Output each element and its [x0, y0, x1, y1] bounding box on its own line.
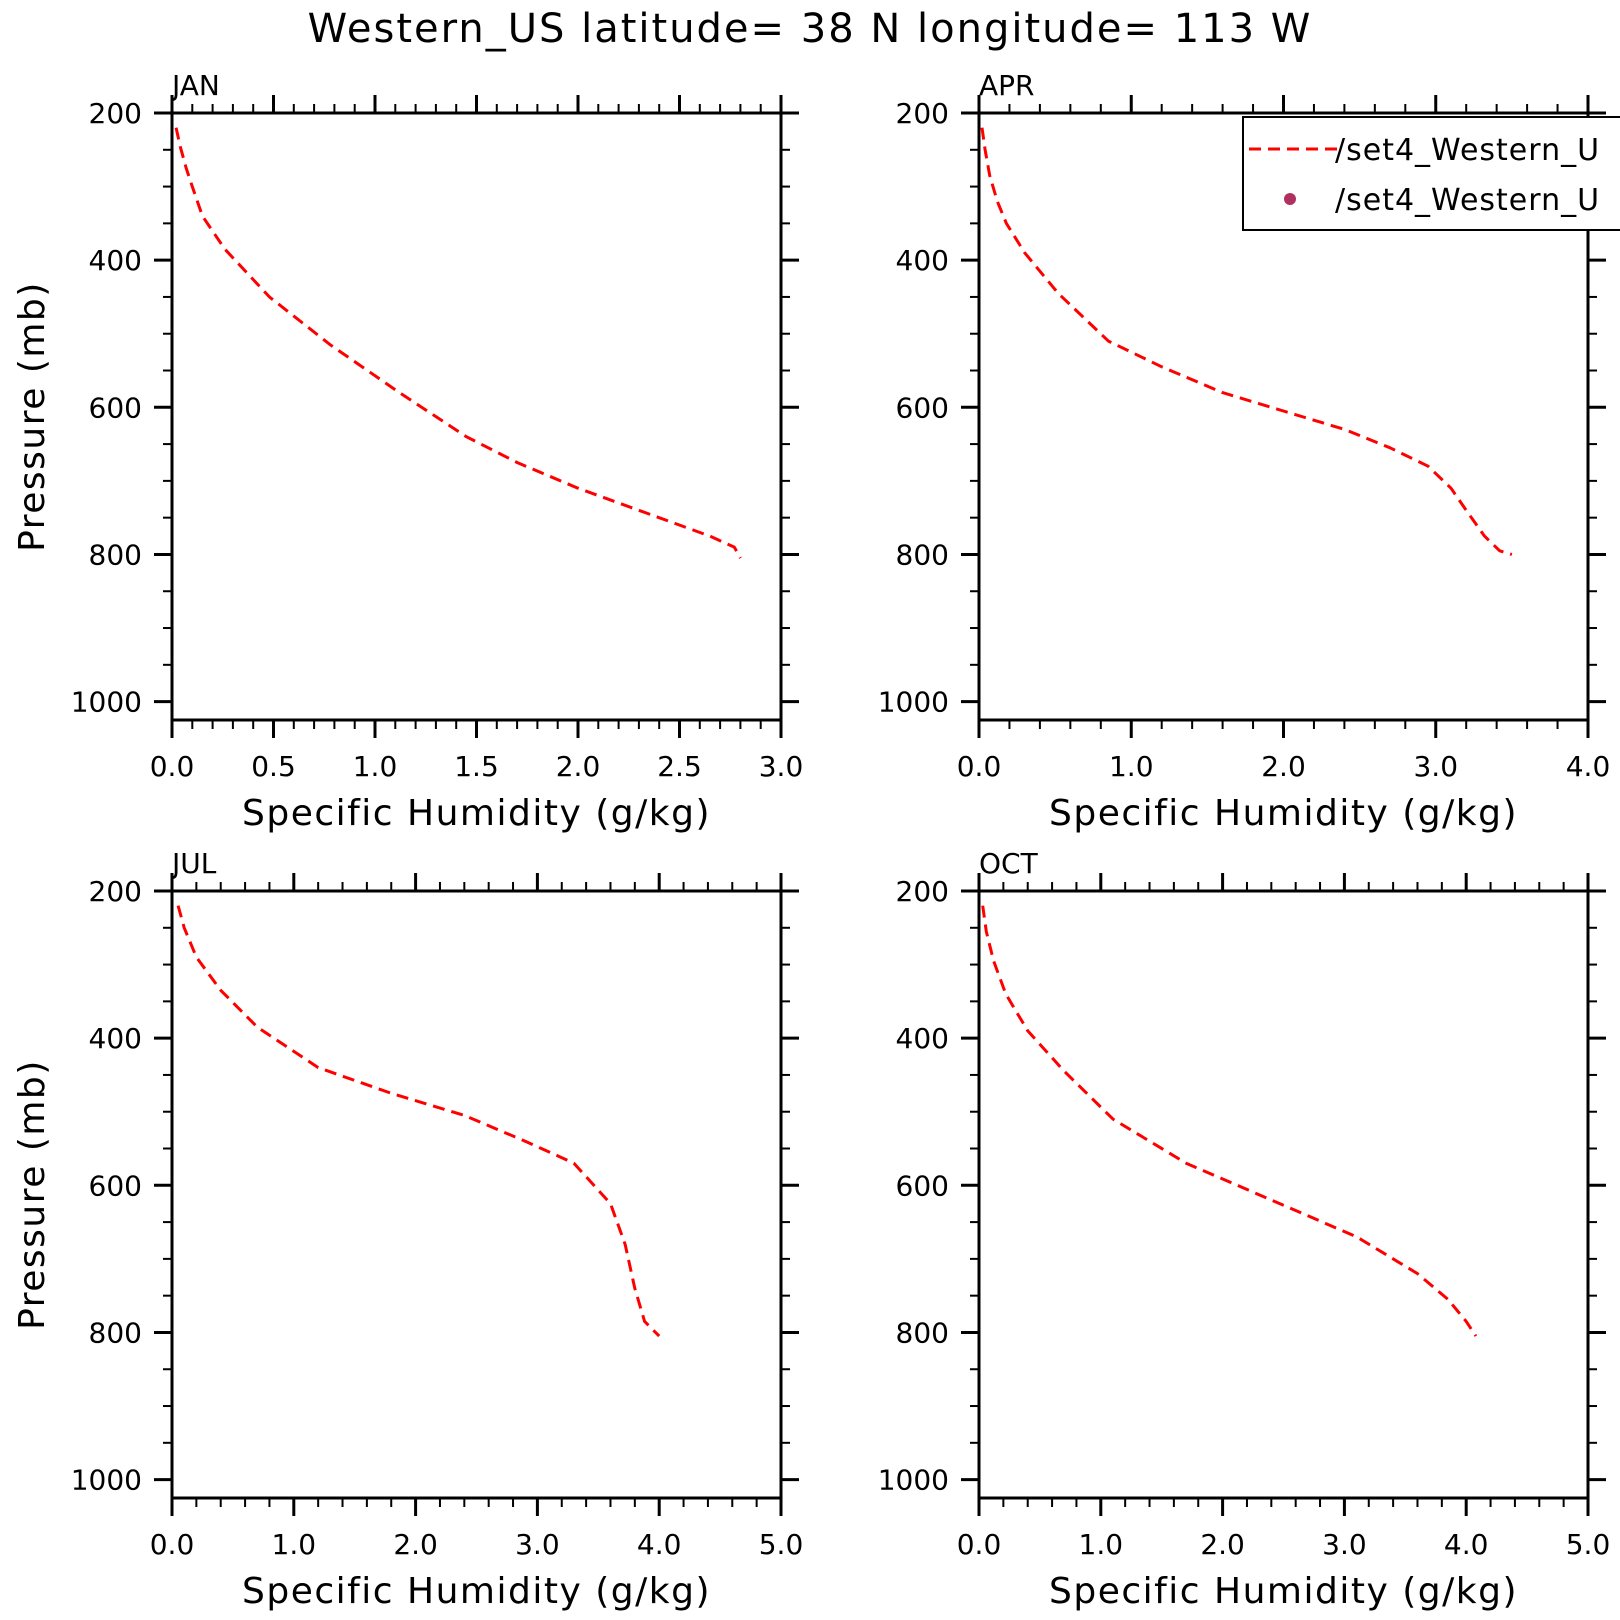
- legend-dot-swatch: [1284, 193, 1296, 205]
- plot-frame: [170, 889, 783, 1500]
- panel-jan: 0.0 0.5 1.0 1.5 2.0 2.5 3.0 200 400 600 800 1000 JAN…: [12, 69, 803, 834]
- x-tick-label: 1.0: [1079, 1528, 1124, 1561]
- x-tick-label: 3.0: [1413, 750, 1458, 783]
- y-tick-label: 800: [896, 1316, 949, 1349]
- x-tick-label: 2.0: [1261, 750, 1306, 783]
- series-line: [981, 905, 1478, 1337]
- panel-jul: 0.0 1.0 2.0 3.0 4.0 5.0 200 400 600 800 1000 JUL Spe…: [12, 847, 803, 1612]
- x-tick-label: 1.0: [1109, 750, 1154, 783]
- y-tick-label: 600: [89, 1169, 142, 1202]
- x-axis-label: Specific Humidity (g/kg): [1049, 793, 1518, 834]
- figure-title: Western_US latitude= 38 N longitude= 113…: [308, 6, 1313, 52]
- y-tick-label: 800: [896, 538, 949, 571]
- y-tick-label: 600: [89, 391, 142, 424]
- y-tick-label: 800: [89, 1316, 142, 1349]
- panel-title: JUL: [170, 847, 217, 880]
- x-tick-label: 3.0: [759, 750, 804, 783]
- x-tick-label: 1.0: [272, 1528, 317, 1561]
- y-tick-label: 400: [89, 244, 142, 277]
- panel-title: APR: [979, 69, 1035, 102]
- y-tick-label: 1000: [71, 686, 142, 719]
- y-tick-label: 400: [896, 244, 949, 277]
- y-tick-label: 600: [896, 391, 949, 424]
- panel-oct: 0.0 1.0 2.0 3.0 4.0 5.0 200 400 600 800 1000 OCT Spe…: [878, 847, 1611, 1612]
- x-tick-label: 3.0: [515, 1528, 560, 1561]
- x-tick-label: 2.0: [556, 750, 601, 783]
- series-line: [980, 127, 1513, 556]
- y-tick-label: 200: [896, 875, 949, 908]
- x-tick-label: 1.5: [454, 750, 499, 783]
- x-tick-label: 4.0: [1444, 1528, 1489, 1561]
- x-tick-label: 2.5: [657, 750, 702, 783]
- x-tick-label: 0.0: [957, 1528, 1002, 1561]
- x-axis-label: Specific Humidity (g/kg): [242, 793, 711, 834]
- panel-apr: 0.0 1.0 2.0 3.0 4.0 200 400 600 800 1000 APR Specif…: [878, 69, 1611, 834]
- x-tick-label: 1.0: [353, 750, 398, 783]
- y-tick-label: 1000: [878, 1464, 949, 1497]
- panel-title: OCT: [979, 847, 1039, 880]
- x-tick-label: 0.0: [957, 750, 1002, 783]
- plot-frame: [170, 111, 783, 722]
- x-tick-label: 5.0: [759, 1528, 804, 1561]
- panels: 0.0 0.5 1.0 1.5 2.0 2.5 3.0 200 400 600 800 1000 JAN…: [12, 69, 1610, 1612]
- x-axis-label: Specific Humidity (g/kg): [1049, 1571, 1518, 1612]
- y-tick-label: 800: [89, 538, 142, 571]
- series-line: [176, 905, 661, 1338]
- x-tick-label: 0.0: [150, 1528, 195, 1561]
- y-tick-label: 1000: [878, 686, 949, 719]
- series-line: [174, 127, 742, 559]
- legend: /set4_Western_U/set4_Western_U: [1242, 116, 1620, 231]
- y-axis-label: Pressure (mb): [12, 281, 53, 552]
- x-axis-label: Specific Humidity (g/kg): [242, 1571, 711, 1612]
- legend-label: /set4_Western_U: [1335, 183, 1600, 218]
- y-tick-label: 400: [896, 1022, 949, 1055]
- y-tick-label: 1000: [71, 1464, 142, 1497]
- y-tick-label: 200: [896, 97, 949, 130]
- x-tick-label: 3.0: [1322, 1528, 1367, 1561]
- x-tick-label: 0.0: [150, 750, 195, 783]
- x-tick-label: 0.5: [251, 750, 296, 783]
- y-tick-label: 200: [89, 97, 142, 130]
- x-tick-label: 2.0: [393, 1528, 438, 1561]
- plot-frame: [977, 889, 1590, 1500]
- y-tick-label: 200: [89, 875, 142, 908]
- y-axis-label: Pressure (mb): [12, 1059, 53, 1330]
- x-tick-label: 5.0: [1566, 1528, 1611, 1561]
- y-tick-label: 400: [89, 1022, 142, 1055]
- x-tick-label: 4.0: [637, 1528, 682, 1561]
- x-tick-label: 4.0: [1566, 750, 1611, 783]
- panel-title: JAN: [170, 69, 220, 102]
- legend-label: /set4_Western_U: [1335, 133, 1600, 168]
- x-tick-label: 2.0: [1200, 1528, 1245, 1561]
- y-tick-label: 600: [896, 1169, 949, 1202]
- legend-box: [1242, 116, 1620, 231]
